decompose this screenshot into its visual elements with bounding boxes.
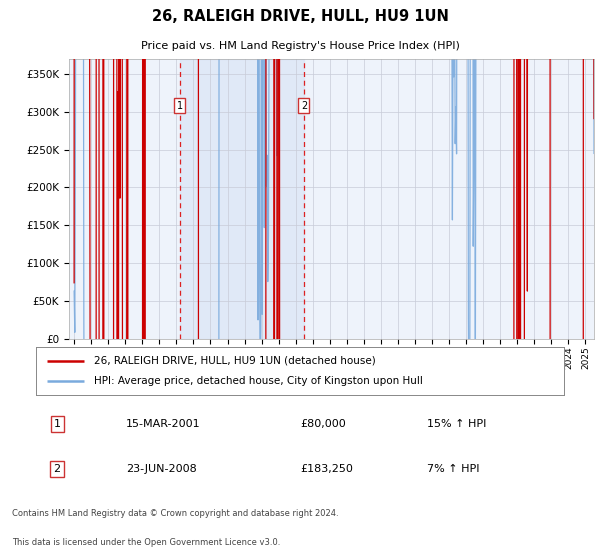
Text: 15% ↑ HPI: 15% ↑ HPI [427,419,486,429]
Text: 15-MAR-2001: 15-MAR-2001 [126,419,200,429]
Text: Contains HM Land Registry data © Crown copyright and database right 2024.: Contains HM Land Registry data © Crown c… [12,509,338,518]
Text: HPI: Average price, detached house, City of Kingston upon Hull: HPI: Average price, detached house, City… [94,376,423,386]
Text: This data is licensed under the Open Government Licence v3.0.: This data is licensed under the Open Gov… [12,538,280,547]
Text: £183,250: £183,250 [300,464,353,474]
Text: 1: 1 [53,419,61,429]
Text: 26, RALEIGH DRIVE, HULL, HU9 1UN: 26, RALEIGH DRIVE, HULL, HU9 1UN [152,9,448,24]
Bar [180,59,304,339]
Text: 7% ↑ HPI: 7% ↑ HPI [427,464,479,474]
Text: 26, RALEIGH DRIVE, HULL, HU9 1UN (detached house): 26, RALEIGH DRIVE, HULL, HU9 1UN (detach… [94,356,376,366]
Text: 2: 2 [53,464,61,474]
Text: 23-JUN-2008: 23-JUN-2008 [126,464,197,474]
Text: 1: 1 [177,101,183,111]
Text: Price paid vs. HM Land Registry's House Price Index (HPI): Price paid vs. HM Land Registry's House … [140,41,460,51]
Text: £80,000: £80,000 [300,419,346,429]
Text: 2: 2 [301,101,307,111]
